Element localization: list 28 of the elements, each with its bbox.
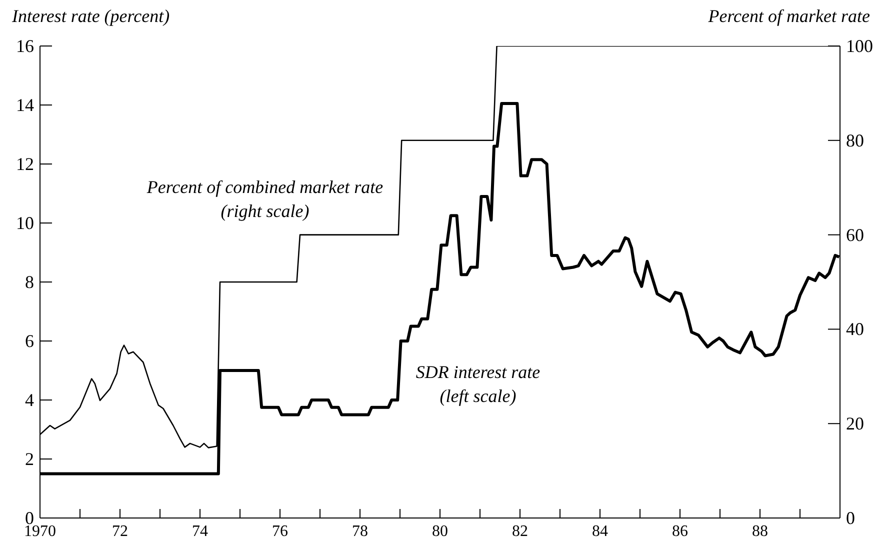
x-tick-label: 88 [752,523,768,540]
y-tick-label: 8 [25,272,34,292]
y2-tick-label: 100 [846,36,873,56]
x-tick-label: 1970 [24,523,56,540]
y2-tick-label: 0 [846,508,855,528]
x-tick-label: 86 [672,523,688,540]
x-tick-label: 72 [112,523,128,540]
y-tick-label: 4 [25,390,34,410]
x-tick-label: 78 [352,523,368,540]
y2-tick-label: 60 [846,224,864,245]
y-tick-label: 16 [16,36,34,56]
x-tick-label: 84 [592,523,608,540]
y-axis-title: Interest rate (percent) [11,6,170,26]
y-tick-label: 12 [16,154,34,174]
x-tick-label: 74 [192,523,208,540]
x-tick-label: 82 [512,523,528,540]
x-tick-label: 80 [432,523,448,540]
y2-tick-label: 40 [846,319,864,340]
series-label: Percent of combined market rate (right scale) [146,177,384,221]
series-label: SDR interest rate (left scale) [416,362,540,406]
y-tick-label: 10 [16,213,34,233]
x-tick-label: 76 [272,523,288,540]
y2-tick-label: 20 [846,414,864,434]
y2-axis-title: Percent of market rate [707,6,870,26]
y2-tick-label: 80 [846,130,864,150]
y-tick-label: 2 [25,449,34,469]
y-tick-label: 6 [25,331,34,351]
y-tick-label: 14 [16,95,34,115]
